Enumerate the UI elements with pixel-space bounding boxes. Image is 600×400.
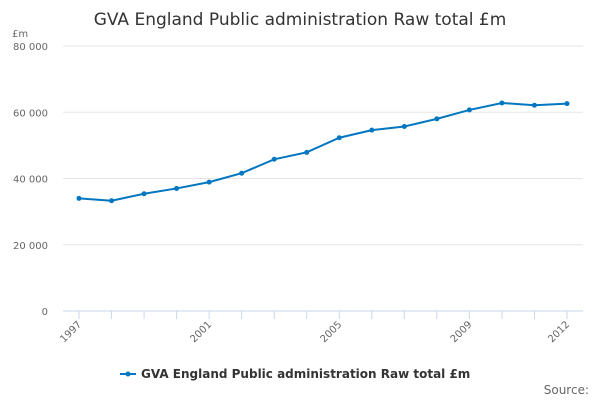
data-point: [304, 149, 310, 155]
y-tick-label: 40 000: [13, 175, 48, 186]
data-point: [76, 195, 82, 201]
legend-label: GVA England Public administration Raw to…: [141, 367, 470, 381]
data-point: [174, 185, 180, 191]
y-tick-label: 60 000: [13, 108, 48, 119]
data-point: [271, 156, 277, 162]
data-point: [466, 107, 472, 113]
chart-title: GVA England Public administration Raw to…: [94, 10, 507, 30]
legend[interactable]: GVA England Public administration Raw to…: [120, 367, 470, 381]
y-tick-label: 0: [42, 307, 48, 318]
x-tick-label: 2001: [188, 319, 214, 345]
data-point: [564, 101, 570, 107]
legend-marker-icon: [125, 371, 131, 377]
data-point: [369, 127, 375, 133]
data-point: [141, 191, 147, 197]
data-point: [401, 123, 407, 129]
y-tick-label: 20 000: [13, 241, 48, 252]
x-tick-label: 2005: [319, 319, 345, 345]
x-tick-label: 2009: [449, 319, 475, 345]
data-point: [531, 102, 537, 108]
data-point: [206, 179, 212, 185]
y-axis-label: £m: [12, 29, 28, 40]
data-point: [109, 198, 115, 204]
x-tick-label: 2012: [546, 319, 572, 345]
y-tick-label: 80 000: [13, 42, 48, 53]
x-tick-label: 1997: [58, 319, 84, 345]
data-point: [434, 116, 440, 122]
data-point: [499, 100, 505, 106]
source-label: Source:: [544, 383, 589, 397]
data-point: [336, 135, 342, 141]
data-point: [239, 170, 245, 176]
series-line: [78, 101, 568, 202]
